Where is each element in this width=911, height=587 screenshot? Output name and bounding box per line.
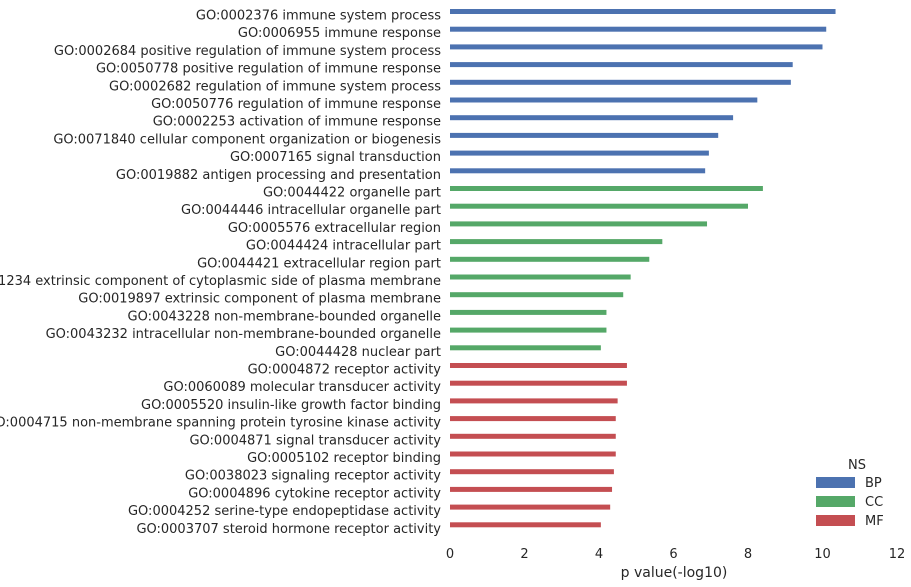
bars: [450, 9, 836, 528]
bar: [450, 168, 706, 174]
legend-swatch: [816, 477, 855, 488]
category-label: GO:0044422 organelle part: [263, 186, 441, 201]
category-label: GO:0043228 non-membrane-bounded organell…: [128, 309, 442, 324]
bar: [450, 115, 734, 121]
legend: NS BP CC MF: [816, 458, 884, 529]
legend-label: MF: [865, 514, 884, 529]
bar: [450, 363, 627, 368]
bar: [450, 97, 758, 103]
category-label: GO:0003707 steroid hormone receptor acti…: [136, 522, 441, 537]
x-tick-label: 8: [744, 547, 752, 562]
x-tick-label: 2: [520, 547, 528, 562]
bar: [450, 62, 793, 68]
bar: [450, 345, 601, 351]
bar: [450, 451, 616, 457]
legend-swatch: [816, 515, 855, 526]
legend-swatch: [816, 496, 855, 507]
bar: [450, 522, 601, 528]
legend-title: NS: [848, 458, 866, 473]
category-label: GO:0002376 immune system process: [196, 9, 441, 24]
legend-label: CC: [865, 495, 883, 510]
x-axis-ticks: 0 2 4 6 8 10 12: [446, 547, 905, 562]
category-label: GO:0019882 antigen processing and presen…: [116, 168, 441, 183]
category-label: GO:0050778 positive regulation of immune…: [96, 62, 441, 77]
category-label: GO:0002684 positive regulation of immune…: [54, 44, 441, 59]
category-label: GO:0019897 extrinsic component of plasma…: [78, 292, 441, 307]
bar: [450, 9, 836, 14]
bar: [450, 274, 631, 280]
category-label: GO:0005520 insulin-like growth factor bi…: [141, 398, 441, 413]
category-label: GO:0050776 regulation of immune response: [151, 97, 441, 112]
legend-label: BP: [865, 476, 882, 491]
x-tick-label: 12: [889, 547, 906, 562]
x-tick-label: 0: [446, 547, 454, 562]
bar: [450, 416, 616, 422]
category-label: GO:0044421 extracellular region part: [197, 256, 441, 271]
category-label: GO:0044446 intracellular organelle part: [181, 203, 441, 218]
category-label: GO:0004896 cytokine receptor activity: [188, 486, 441, 501]
bar: [450, 132, 719, 138]
category-label: GO:0031234 extrinsic component of cytopl…: [0, 274, 441, 289]
bar: [450, 26, 827, 32]
category-label: GO:0044424 intracellular part: [246, 239, 441, 254]
bar: [450, 186, 763, 191]
category-label: GO:0007165 signal transduction: [230, 150, 441, 165]
bar: [450, 486, 613, 492]
bar: [450, 380, 627, 386]
x-tick-label: 10: [814, 547, 831, 562]
bar: [450, 433, 616, 439]
category-labels: GO:0002376 immune system process GO:00069…: [0, 9, 441, 537]
x-axis-title: p value(-log10): [621, 565, 728, 581]
bar: [450, 398, 618, 404]
x-tick-label: 4: [595, 547, 603, 562]
category-label: GO:0060089 molecular transducer activity: [163, 380, 441, 395]
bar: [450, 239, 663, 245]
category-label: GO:0002253 activation of immune response: [153, 115, 441, 130]
bar: [450, 327, 607, 333]
x-tick-label: 6: [669, 547, 677, 562]
bar: [450, 469, 614, 475]
category-label: GO:0006955 immune response: [238, 26, 441, 41]
category-label: GO:0005576 extracellular region: [228, 221, 441, 236]
category-label: GO:0004872 receptor activity: [248, 363, 442, 378]
bar: [450, 309, 607, 315]
category-label: GO:0043232 intracellular non-membrane-bo…: [46, 327, 441, 342]
category-label: GO:0038023 signaling receptor activity: [185, 469, 441, 484]
category-label: GO:0071840 cellular component organizati…: [53, 132, 441, 147]
category-label: GO:0002682 regulation of immune system p…: [109, 79, 441, 94]
category-label: GO:0004715 non-membrane spanning protein…: [0, 416, 441, 431]
bar: [450, 292, 624, 298]
bar: [450, 79, 791, 85]
category-label: GO:0044428 nuclear part: [275, 345, 441, 360]
category-label: GO:0004871 signal transducer activity: [189, 433, 441, 448]
bar: [450, 504, 611, 510]
bar: [450, 203, 748, 209]
category-label: GO:0005102 receptor binding: [247, 451, 441, 466]
bar: [450, 221, 708, 227]
category-label: GO:0004252 serine-type endopeptidase act…: [128, 504, 441, 519]
bar: [450, 150, 709, 156]
bar: [450, 44, 823, 50]
bar: [450, 256, 650, 262]
